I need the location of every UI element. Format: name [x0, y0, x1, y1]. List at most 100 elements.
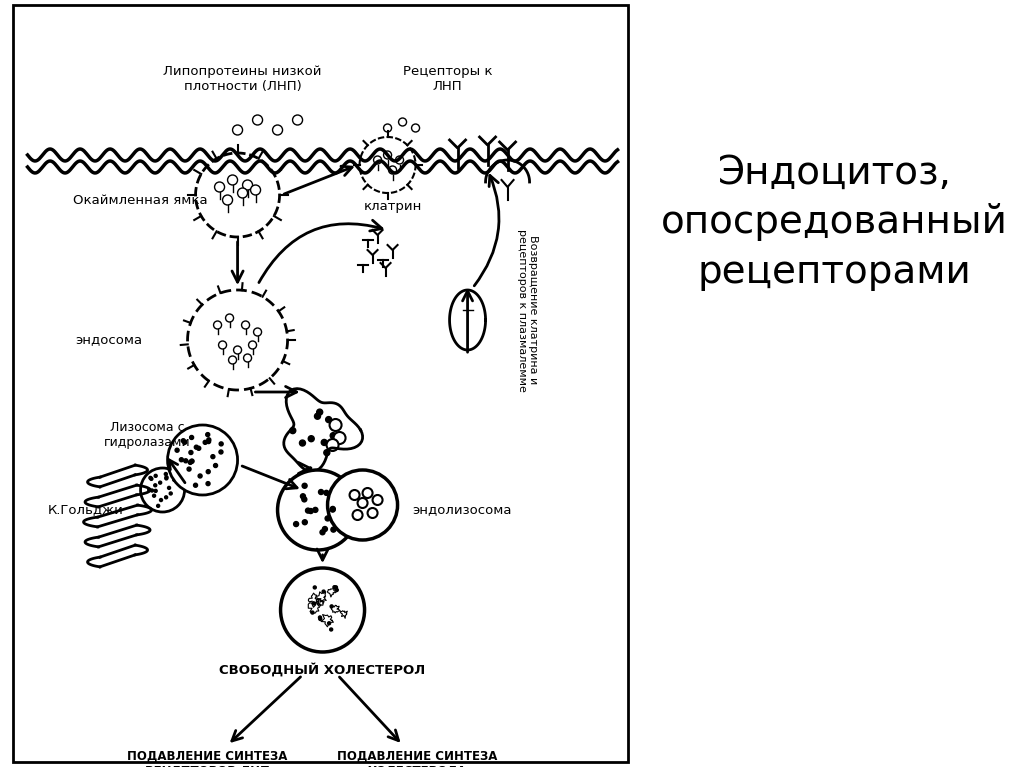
Circle shape [189, 436, 194, 439]
Circle shape [182, 440, 186, 444]
Circle shape [188, 450, 193, 455]
Text: Возвращение клатрина и
рецепторов к плазмалемме: Возвращение клатрина и рецепторов к плаз… [517, 229, 539, 391]
Circle shape [330, 605, 333, 608]
Circle shape [302, 497, 307, 502]
Circle shape [159, 481, 162, 484]
Circle shape [313, 508, 317, 512]
Circle shape [227, 175, 238, 185]
Circle shape [335, 586, 338, 589]
Circle shape [330, 628, 333, 631]
Circle shape [313, 586, 316, 589]
Circle shape [373, 495, 383, 505]
Circle shape [215, 182, 224, 192]
Text: СВОБОДНЫЙ ХОЛЕСТЕРОЛ: СВОБОДНЫЙ ХОЛЕСТЕРОЛ [219, 663, 426, 677]
Circle shape [318, 617, 322, 621]
Text: К.Гольджи: К.Гольджи [47, 503, 124, 516]
Circle shape [211, 455, 215, 459]
Circle shape [278, 470, 357, 550]
Text: эндолизосома: эндолизосома [413, 503, 512, 516]
Circle shape [336, 438, 341, 444]
Circle shape [314, 413, 321, 420]
Circle shape [316, 409, 323, 415]
Circle shape [189, 459, 194, 463]
Circle shape [328, 470, 397, 540]
Circle shape [164, 472, 167, 476]
Circle shape [154, 484, 157, 487]
Circle shape [253, 115, 262, 125]
Circle shape [148, 476, 152, 479]
Circle shape [326, 416, 332, 423]
Circle shape [272, 125, 283, 135]
Circle shape [349, 490, 359, 500]
Circle shape [322, 439, 328, 446]
Circle shape [198, 474, 202, 478]
Circle shape [179, 458, 183, 462]
Circle shape [188, 460, 193, 464]
Circle shape [302, 483, 307, 489]
Circle shape [150, 477, 153, 480]
Circle shape [242, 321, 250, 329]
Circle shape [357, 498, 368, 508]
Circle shape [398, 118, 407, 126]
Circle shape [335, 588, 338, 591]
Circle shape [318, 489, 324, 495]
Circle shape [232, 125, 243, 135]
Circle shape [293, 115, 302, 125]
Circle shape [305, 508, 310, 513]
Text: Рецепторы к
ЛНП: Рецепторы к ЛНП [402, 65, 493, 93]
Circle shape [330, 433, 336, 439]
Circle shape [183, 459, 187, 463]
Circle shape [207, 438, 211, 442]
Circle shape [281, 568, 365, 652]
Circle shape [308, 436, 314, 442]
Circle shape [181, 439, 185, 443]
Text: ПОДАВЛЕНИЕ СИНТЕЗА
РЕЦЕПТОРОВ ЛНП: ПОДАВЛЕНИЕ СИНТЕЗА РЕЦЕПТОРОВ ЛНП [127, 750, 288, 767]
Circle shape [206, 469, 210, 474]
Circle shape [195, 445, 199, 449]
Circle shape [219, 450, 223, 454]
Circle shape [324, 449, 330, 456]
Text: эндосома: эндосома [76, 334, 142, 347]
Circle shape [214, 321, 221, 329]
Circle shape [251, 185, 260, 195]
Circle shape [175, 448, 179, 453]
Circle shape [218, 341, 226, 349]
Text: клатрин: клатрин [364, 200, 422, 213]
Circle shape [319, 530, 325, 535]
Circle shape [254, 328, 261, 336]
Circle shape [388, 166, 396, 174]
Circle shape [312, 602, 315, 605]
Circle shape [165, 476, 168, 479]
Circle shape [151, 489, 154, 492]
Text: Лизосома с
гидролазами: Лизосома с гидролазами [104, 421, 190, 449]
Circle shape [325, 516, 330, 521]
Circle shape [300, 494, 305, 499]
Circle shape [331, 506, 335, 512]
Circle shape [219, 442, 223, 446]
Text: Окаймленная ямка: Окаймленная ямка [73, 193, 207, 206]
Circle shape [140, 468, 184, 512]
Circle shape [384, 151, 391, 159]
Circle shape [333, 586, 336, 589]
Circle shape [323, 590, 325, 593]
Circle shape [203, 440, 207, 444]
Circle shape [302, 520, 307, 525]
Text: Эндоцитоз,
опосредованный
рецепторами: Эндоцитоз, опосредованный рецепторами [662, 153, 1008, 291]
Circle shape [323, 526, 328, 532]
Circle shape [249, 341, 257, 349]
Circle shape [207, 439, 211, 443]
Circle shape [194, 483, 198, 487]
Circle shape [327, 439, 339, 451]
Circle shape [311, 611, 314, 614]
Circle shape [328, 622, 331, 625]
Circle shape [214, 463, 217, 468]
Circle shape [352, 510, 362, 520]
Circle shape [222, 195, 232, 205]
Circle shape [153, 494, 156, 497]
Circle shape [206, 482, 210, 486]
Circle shape [165, 477, 168, 480]
Circle shape [384, 124, 391, 132]
Circle shape [206, 433, 210, 436]
Circle shape [412, 124, 420, 132]
Circle shape [155, 474, 157, 477]
